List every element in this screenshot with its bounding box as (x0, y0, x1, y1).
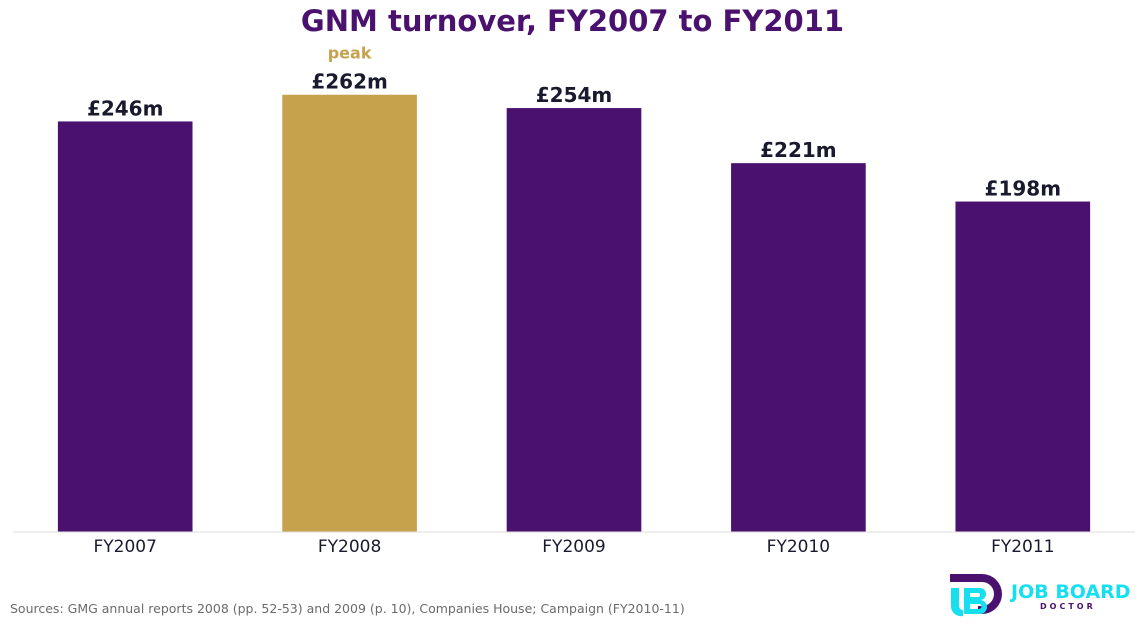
peak-annotation: peak (328, 44, 372, 63)
bars-group (57, 94, 1091, 533)
value-label: £198m (985, 177, 1062, 201)
job-board-doctor-logo: JOB BOARD DOCTOR (950, 574, 1131, 617)
chart-title: GNM turnover, FY2007 to FY2011 (300, 4, 845, 38)
logo-subtitle: DOCTOR (1040, 602, 1096, 611)
x-tick-label: FY2008 (318, 537, 381, 557)
bar-fy2007 (57, 121, 193, 533)
x-tick-label: FY2010 (767, 537, 830, 557)
value-label: £221m (760, 138, 837, 162)
jb-mark-icon (950, 574, 1002, 617)
bar-fy2010 (731, 163, 866, 532)
value-label: £246m (87, 96, 164, 120)
x-tick-label: FY2007 (93, 537, 156, 557)
bar-fy2009 (506, 108, 642, 532)
logo-wordmark: JOB BOARD (1009, 581, 1131, 603)
x-tick-label: FY2011 (991, 537, 1054, 557)
x-tick-label: FY2009 (542, 537, 605, 557)
value-label: £262m (311, 70, 388, 94)
source-note: Sources: GMG annual reports 2008 (pp. 52… (10, 601, 685, 616)
bar-fy2008 (282, 94, 417, 533)
bar-fy2011 (955, 201, 1091, 532)
value-label: £254m (536, 83, 613, 107)
labels-group: £246m FY2007 £262m peak FY2008 £254m FY2009 £22… (87, 44, 1061, 557)
